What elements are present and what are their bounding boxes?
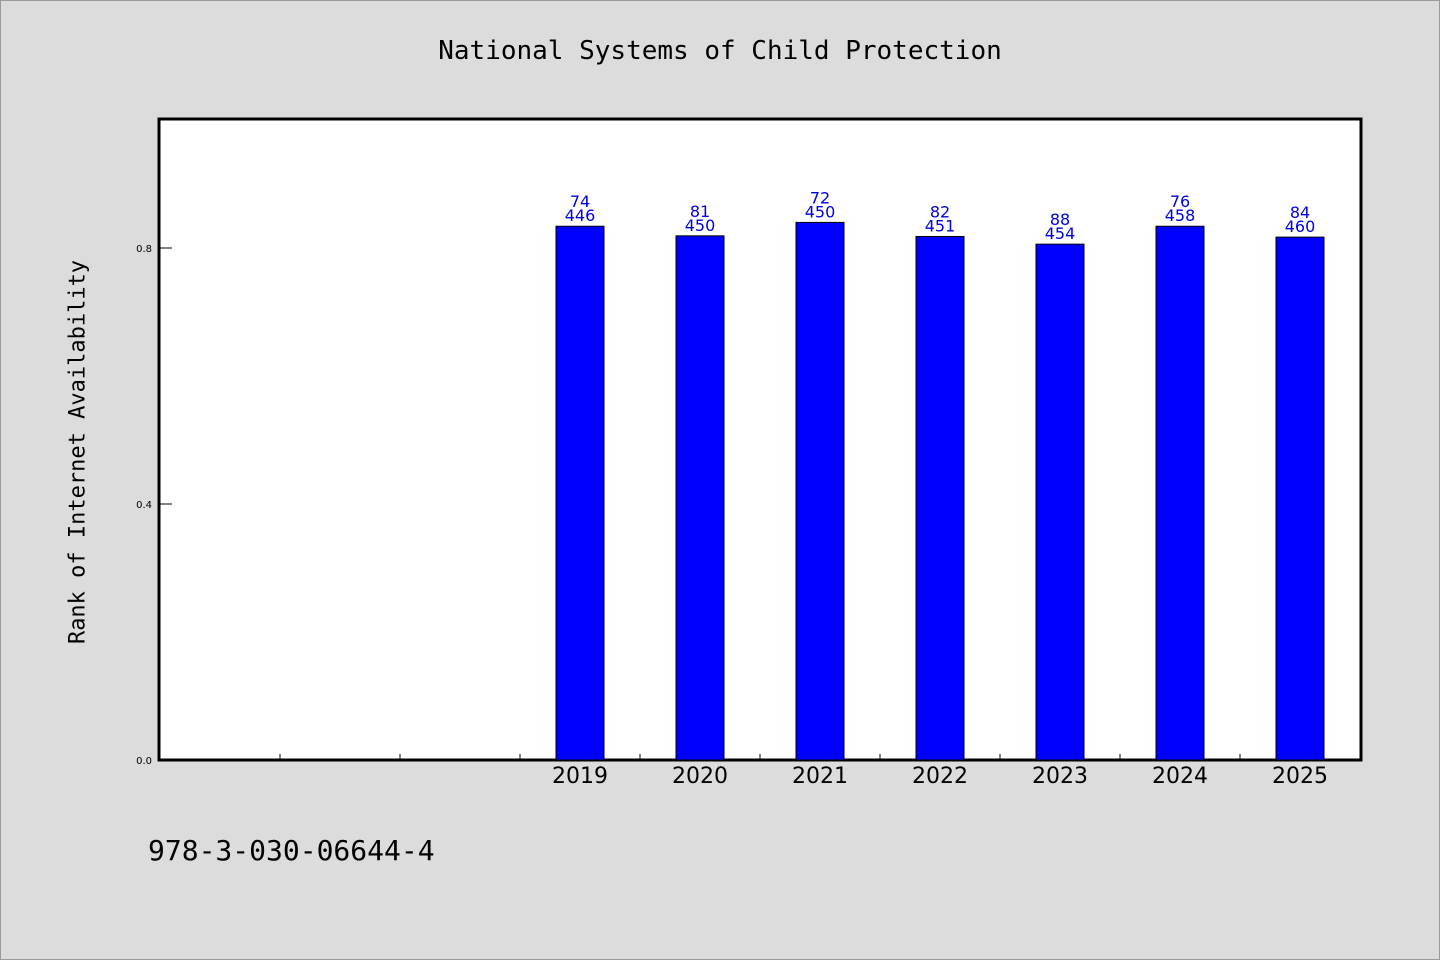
x-tick-label: 2022: [912, 764, 968, 789]
bar-label-top: 81: [690, 202, 710, 221]
bar-label-top: 84: [1290, 203, 1310, 222]
x-ticks-group: 2019 2020 2021 2022 2023 2024 2025: [279, 754, 1328, 789]
y-tick-label: 0.4: [136, 500, 152, 511]
x-tick-label: 2024: [1152, 764, 1208, 789]
x-tick-label: 2025: [1272, 764, 1328, 789]
isbn-text: 978-3-030-06644-4: [148, 834, 435, 867]
bar-label-bottom: 451: [925, 216, 956, 235]
bar-label-top: 72: [810, 188, 830, 207]
bar: [675, 235, 725, 761]
x-tick-label: 2023: [1032, 764, 1088, 789]
x-tick-label: 2020: [672, 764, 728, 789]
bar: [795, 221, 845, 761]
bar-label-bottom: 460: [1285, 217, 1316, 236]
bar-label-bottom: 450: [685, 216, 716, 235]
y-tick-label: 0.8: [136, 244, 152, 255]
bar: [1155, 225, 1205, 761]
bar-label-bottom: 454: [1045, 224, 1076, 243]
bar-label-bottom: 458: [1165, 206, 1196, 225]
bar: [555, 225, 605, 761]
y-tick-label: 0.0: [136, 756, 152, 767]
bar-label-bottom: 446: [565, 206, 596, 225]
bar-label-top: 88: [1050, 210, 1070, 229]
bar: [1035, 243, 1085, 761]
bar: [915, 235, 965, 761]
bar: [1275, 236, 1325, 761]
bar-label-bottom: 450: [805, 202, 836, 221]
x-tick-label: 2021: [792, 764, 848, 789]
x-tick-label: 2019: [552, 764, 608, 789]
bar-label-top: 76: [1170, 192, 1190, 211]
bar-label-top: 82: [930, 202, 950, 221]
bar-label-top: 74: [570, 192, 590, 211]
chart-title: National Systems of Child Protection: [438, 36, 1002, 66]
y-ticks-group: 0.0 0.4 0.8: [136, 244, 172, 767]
